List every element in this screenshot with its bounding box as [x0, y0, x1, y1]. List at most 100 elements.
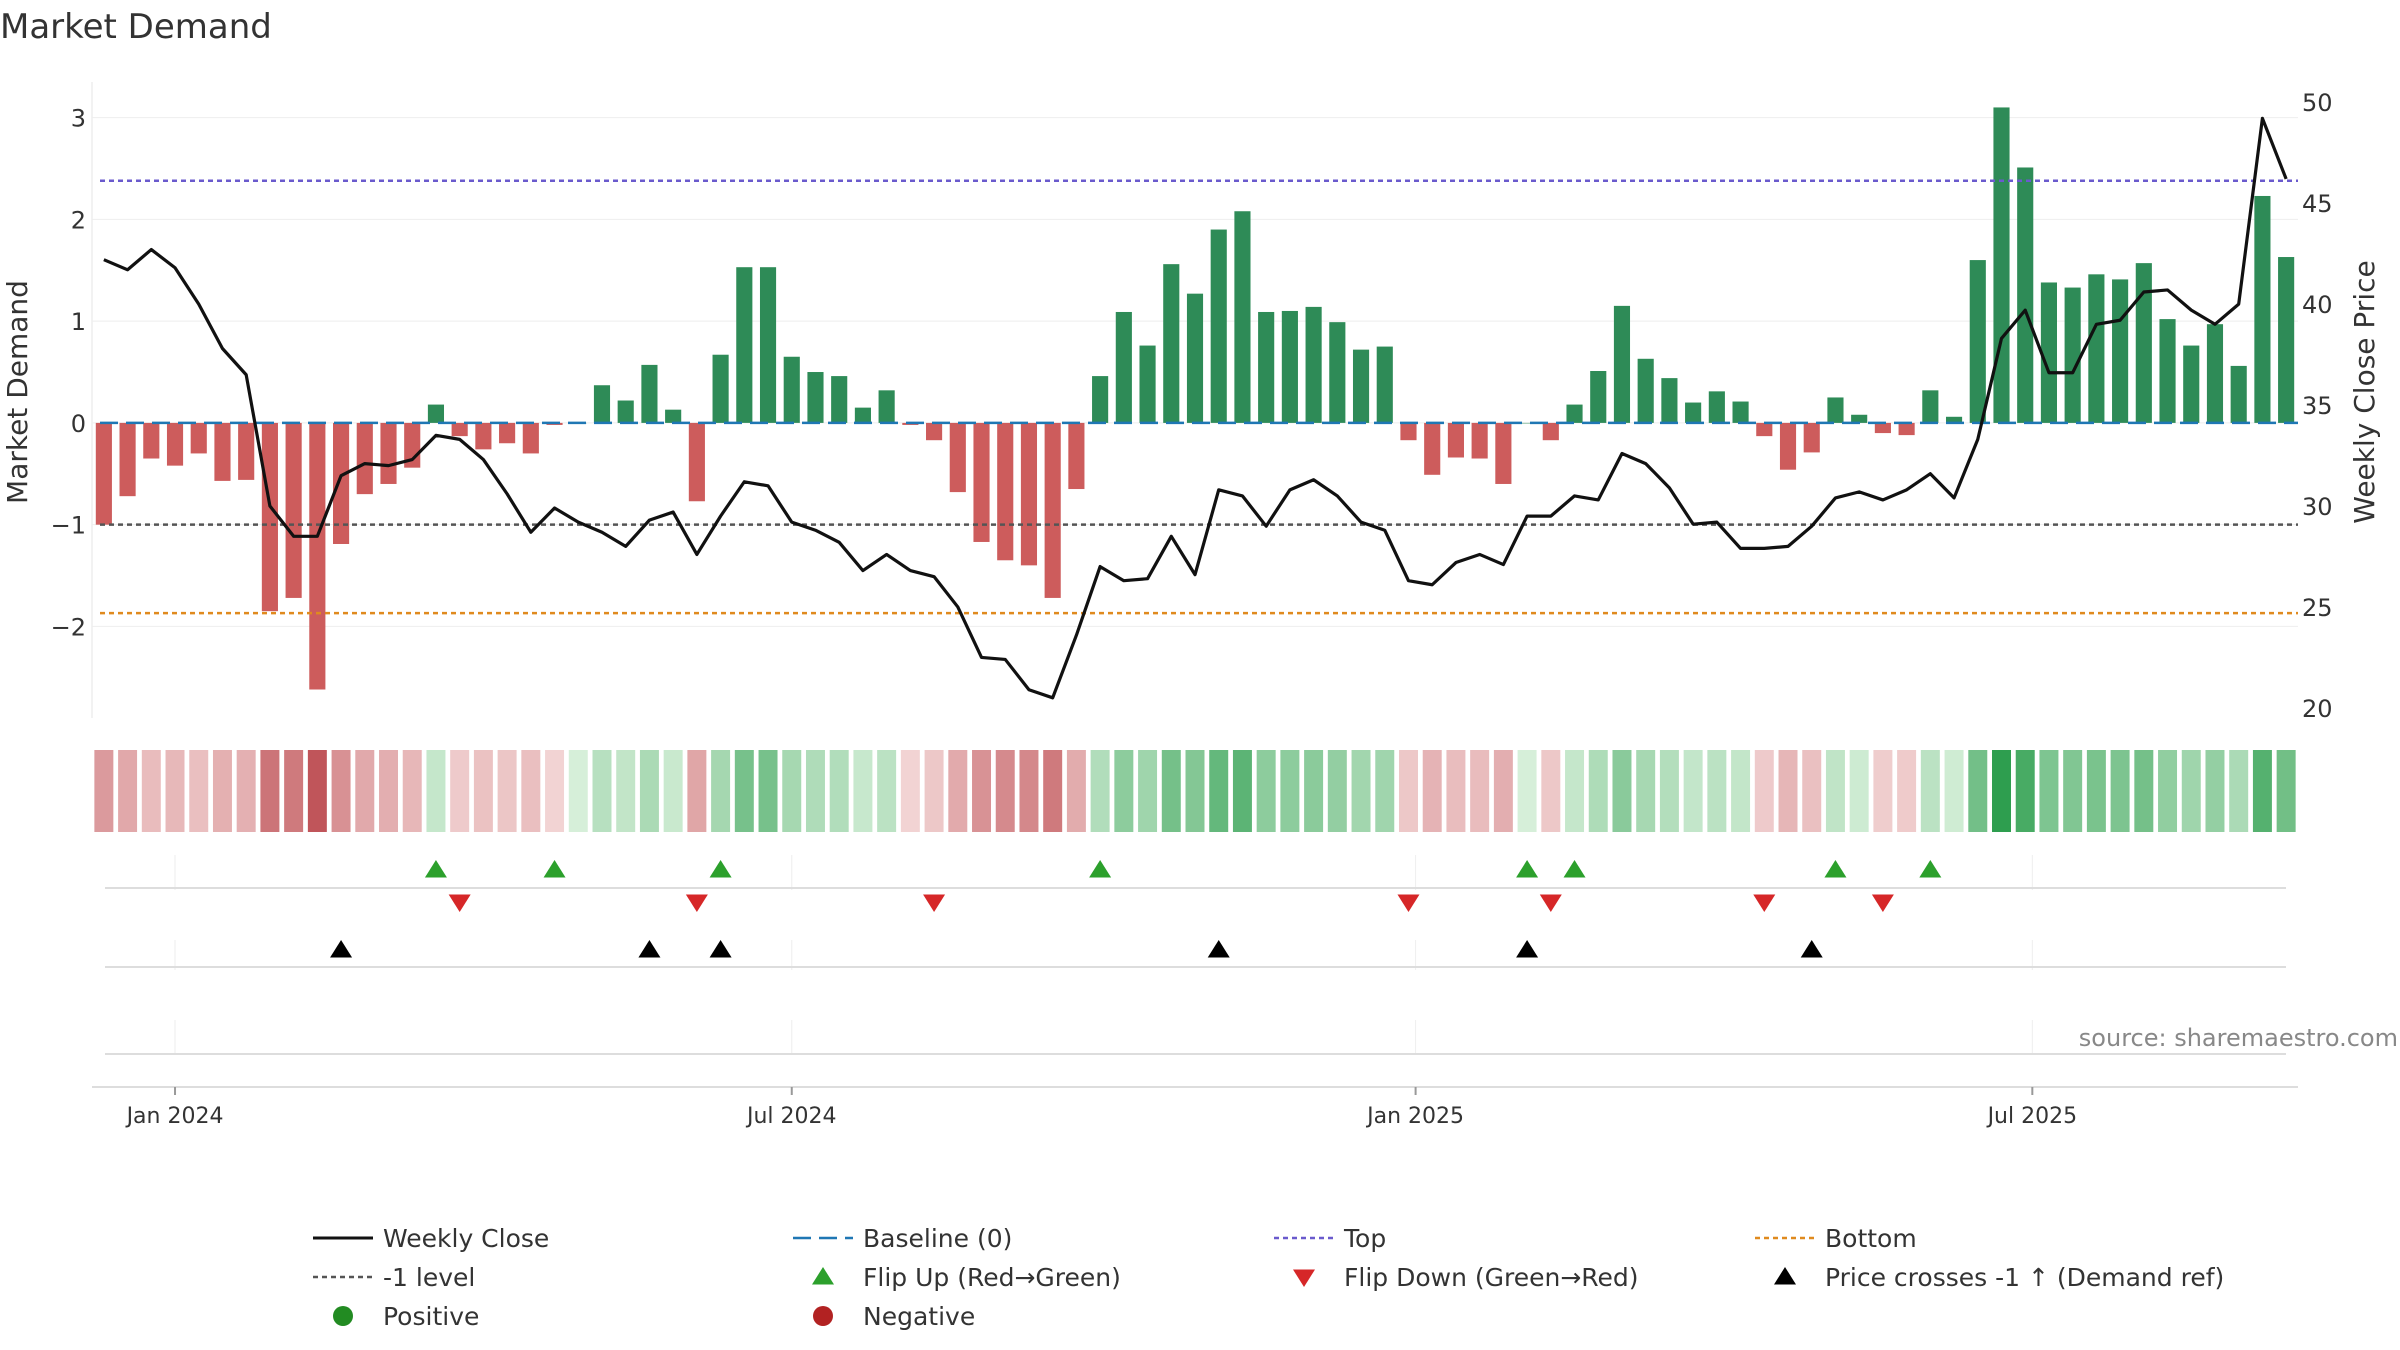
heat-cell: [1754, 750, 1774, 832]
demand-bar: [854, 407, 871, 423]
demand-bar: [688, 422, 705, 502]
demand-bar: [1234, 211, 1251, 423]
price-cross-marker: [1207, 940, 1230, 958]
demand-bar: [143, 422, 160, 459]
legend-label: Weekly Close: [383, 1224, 549, 1253]
legend-swatch-dot: [813, 1306, 833, 1326]
heat-cell: [568, 750, 588, 832]
demand-bar: [783, 356, 800, 423]
heat-cell: [1849, 750, 1869, 832]
demand-bar: [1661, 378, 1678, 423]
legend-label: Flip Down (Green→Red): [1344, 1263, 1639, 1292]
y-axis-label: Market Demand: [1, 280, 34, 504]
demand-bar: [712, 354, 729, 423]
y2-axis-label: Weekly Close Price: [2348, 260, 2381, 523]
y2-tick-label: 30: [2302, 493, 2333, 521]
heat-cell: [1636, 750, 1656, 832]
legend-label: Flip Up (Red→Green): [863, 1263, 1121, 1292]
demand-bar: [2112, 279, 2129, 423]
demand-bar: [641, 364, 658, 423]
heat-cell: [212, 750, 232, 832]
flip-down-marker: [448, 894, 471, 912]
y2-tick-label: 25: [2302, 594, 2333, 622]
heat-cell: [2205, 750, 2225, 832]
reference-lines: [100, 179, 2298, 615]
demand-bar: [1685, 402, 1702, 423]
demand-bar: [665, 409, 682, 423]
demand-bar: [499, 422, 516, 444]
demand-bar: [1542, 422, 1559, 441]
demand-bar: [95, 422, 112, 525]
legend-item-flip_down: Flip Down (Green→Red): [1293, 1263, 1639, 1292]
heat-cell: [758, 750, 778, 832]
demand-bar: [1898, 422, 1915, 436]
demand-bar: [261, 422, 278, 612]
heat-cell: [592, 750, 612, 832]
x-tick-label: Jul 2024: [745, 1104, 837, 1129]
demand-bar: [1352, 349, 1370, 423]
demand-bar: [1424, 422, 1441, 475]
legend-label: Negative: [863, 1302, 975, 1331]
heat-cell: [900, 750, 920, 832]
demand-bar: [878, 390, 895, 423]
demand-bar: [1400, 422, 1417, 441]
x-tick-label: Jan 2025: [1365, 1104, 1464, 1129]
flip-down-marker: [685, 894, 708, 912]
legend-item-flip_up: Flip Up (Red→Green): [812, 1263, 1121, 1292]
flip-down-marker: [1397, 894, 1420, 912]
flip-down-marker: [923, 894, 946, 912]
heat-cell: [545, 750, 565, 832]
heat-cell: [2158, 750, 2178, 832]
demand-bar: [807, 372, 824, 423]
demand-heat-strip: [94, 750, 2296, 832]
demand-bar: [1874, 422, 1891, 434]
demand-bar: [166, 422, 184, 466]
heat-cell: [972, 750, 992, 832]
y2-tick-label: 40: [2302, 291, 2333, 319]
demand-bar: [522, 422, 539, 454]
demand-bar: [2230, 365, 2247, 423]
demand-bar: [1851, 414, 1868, 423]
heat-cell: [1944, 750, 1964, 832]
heat-cell: [948, 750, 968, 832]
y2-tick-label: 35: [2302, 392, 2333, 420]
heat-cell: [141, 750, 161, 832]
heat-cell: [805, 750, 825, 832]
heat-cell: [1138, 750, 1158, 832]
legend-swatch-dot: [333, 1306, 353, 1326]
legend: Weekly Close Baseline (0) Top Bottom -1 leve…: [313, 1224, 2224, 1331]
heat-cell: [2110, 750, 2130, 832]
event-markers: [105, 855, 2286, 1055]
demand-bar: [1613, 305, 1631, 423]
demand-bar: [285, 422, 302, 598]
legend-item-top: Top: [1274, 1224, 1386, 1253]
demand-bar: [2278, 257, 2295, 423]
heat-cell: [639, 750, 659, 832]
heat-cell: [1992, 750, 2011, 832]
demand-bar: [1827, 397, 1844, 423]
demand-bar: [1566, 404, 1583, 423]
x-ticks: Jan 2024 Jul 2024 Jan 2025 Jul 2025: [92, 1086, 2298, 1129]
demand-bar: [593, 385, 611, 423]
heat-cell: [2229, 750, 2249, 832]
heat-cell: [236, 750, 256, 832]
demand-bar: [997, 422, 1014, 561]
demand-bar: [1945, 416, 1963, 423]
demand-bar: [2017, 167, 2034, 423]
y-tick-label: −1: [51, 512, 86, 540]
heat-cell: [995, 750, 1015, 832]
demand-bar: [1495, 422, 1512, 484]
flip-up-marker: [709, 860, 732, 878]
heat-cell: [165, 750, 185, 832]
demand-bar: [1922, 390, 1939, 423]
heat-cell: [2086, 750, 2106, 832]
flip-up-marker: [424, 860, 447, 878]
demand-bar: [309, 422, 326, 690]
demand-bar: [2088, 274, 2105, 423]
demand-bar: [380, 422, 397, 484]
heat-cell: [1470, 750, 1490, 832]
legend-label: Top: [1343, 1224, 1386, 1253]
flip-down-marker: [1539, 894, 1562, 912]
demand-bar: [1329, 322, 1346, 423]
heat-cell: [877, 750, 897, 832]
